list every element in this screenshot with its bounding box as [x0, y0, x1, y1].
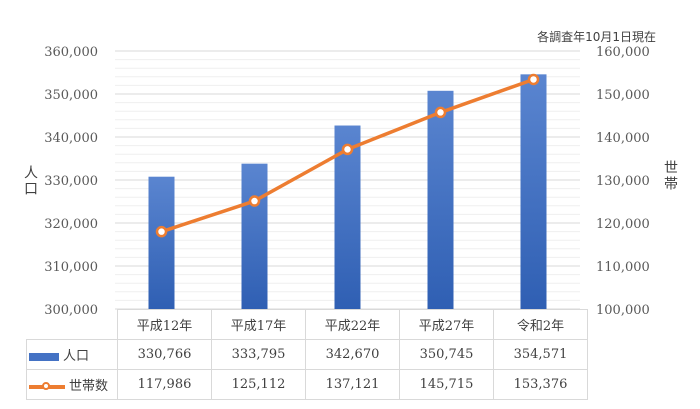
households-value: 137,121 — [305, 369, 400, 400]
population-bar — [148, 176, 175, 309]
households-point — [434, 106, 447, 119]
y-tick-label-left: 360,000 — [44, 45, 98, 60]
category-label: 平成27年 — [399, 309, 494, 340]
y-tick-label-right: 130,000 — [596, 174, 650, 189]
population-value: 350,745 — [399, 339, 494, 370]
y-tick-label-left: 310,000 — [44, 260, 98, 275]
y-tick-label-right: 150,000 — [596, 88, 650, 103]
data-table-header-row: 平成12年 平成17年 平成22年 平成27年 令和2年 — [27, 309, 588, 340]
bar-legend-swatch — [29, 352, 59, 361]
households-value: 117,986 — [117, 369, 212, 400]
households-legend-key: 世帯数 — [26, 369, 118, 400]
y-tick-label-left: 320,000 — [44, 217, 98, 232]
population-bar — [427, 90, 454, 309]
households-value: 145,715 — [399, 369, 494, 400]
population-bar — [241, 163, 268, 309]
population-value: 342,670 — [305, 339, 400, 370]
y-axis-title-right: 世帯 — [662, 160, 678, 192]
households-point — [341, 143, 354, 156]
y-tick-label-right: 100,000 — [596, 303, 650, 318]
population-row: 人口 330,766 333,795 342,670 350,745 354,5… — [26, 339, 588, 370]
category-label: 令和2年 — [493, 309, 588, 340]
category-label: 平成22年 — [305, 309, 400, 340]
households-series-name: 世帯数 — [69, 379, 109, 394]
y-tick-label-right: 110,000 — [596, 260, 650, 275]
y-tick-label-right: 140,000 — [596, 131, 650, 146]
population-value: 330,766 — [117, 339, 212, 370]
households-point — [248, 195, 261, 207]
y-tick-label-right: 160,000 — [596, 45, 650, 60]
population-series-name: 人口 — [63, 349, 90, 364]
households-row: 世帯数 117,986 125,112 137,121 145,715 153,… — [26, 369, 588, 400]
y-tick-label-left: 340,000 — [44, 131, 98, 146]
survey-date-note: 各調査年10月1日現在 — [537, 30, 656, 44]
population-bar — [520, 74, 547, 310]
households-value: 125,112 — [211, 369, 306, 400]
y-tick-label-left: 350,000 — [44, 88, 98, 103]
category-label: 平成12年 — [117, 309, 212, 340]
households-point — [155, 225, 168, 238]
households-point — [527, 73, 540, 86]
category-label: 平成17年 — [211, 309, 306, 340]
y-tick-label-right: 120,000 — [596, 217, 650, 232]
y-tick-label-left: 300,000 — [44, 303, 98, 318]
population-legend-key: 人口 — [26, 339, 118, 370]
y-axis-title-left: 人口 — [22, 165, 38, 197]
households-value: 153,376 — [493, 369, 588, 400]
population-value: 354,571 — [493, 339, 588, 370]
population-value: 333,795 — [211, 339, 306, 370]
line-legend-swatch — [29, 381, 65, 390]
data-table: 平成12年 平成17年 平成22年 平成27年 令和2年 人口 330,766 … — [26, 309, 588, 400]
y-tick-label-left: 330,000 — [44, 174, 98, 189]
